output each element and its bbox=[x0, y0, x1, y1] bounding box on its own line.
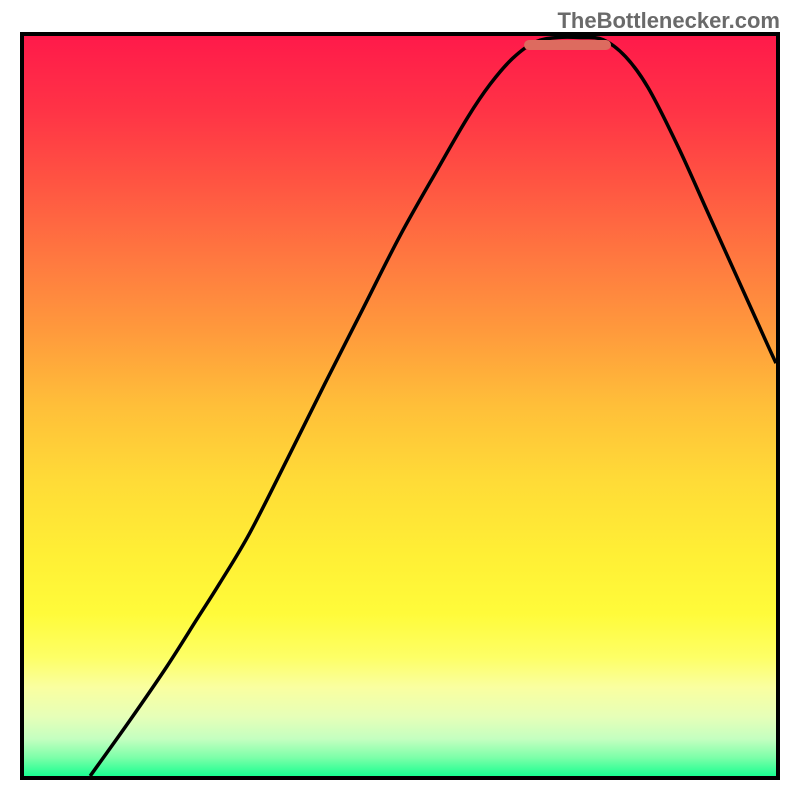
watermark-text: TheBottlenecker.com bbox=[557, 8, 780, 34]
chart-curve bbox=[24, 36, 776, 776]
chart-marker bbox=[524, 40, 610, 50]
chart-plot-area bbox=[20, 32, 780, 780]
